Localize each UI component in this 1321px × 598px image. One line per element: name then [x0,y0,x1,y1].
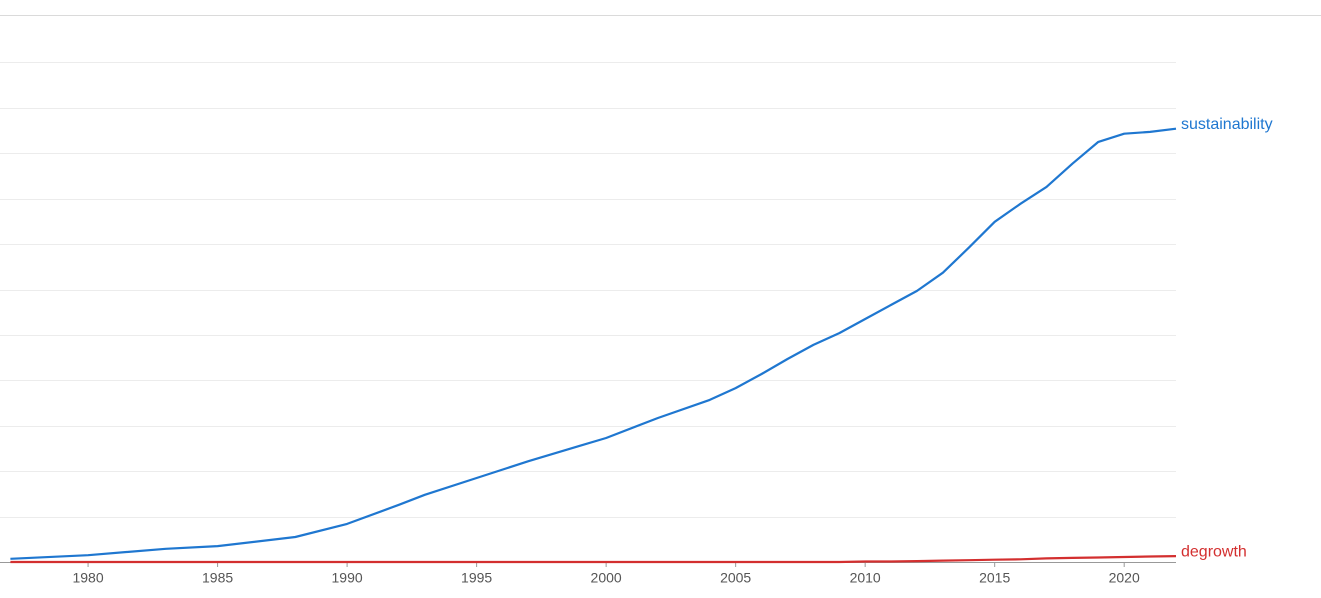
x-tick-label: 1990 [332,570,363,586]
x-tick-label: 1985 [202,570,233,586]
series-label: sustainability [1181,116,1273,133]
x-tick-label: 2005 [720,570,751,586]
x-tick-label: 2010 [850,570,881,586]
line-series [10,127,1177,560]
x-tick-label: 1995 [461,570,492,586]
x-tick-label: 2000 [591,570,622,586]
x-tick-label: 1980 [72,570,103,586]
series-label: degrowth [1181,543,1247,560]
line-series [10,555,1177,564]
x-tick-label: 2015 [979,570,1010,586]
x-tick-label: 2020 [1109,570,1140,586]
